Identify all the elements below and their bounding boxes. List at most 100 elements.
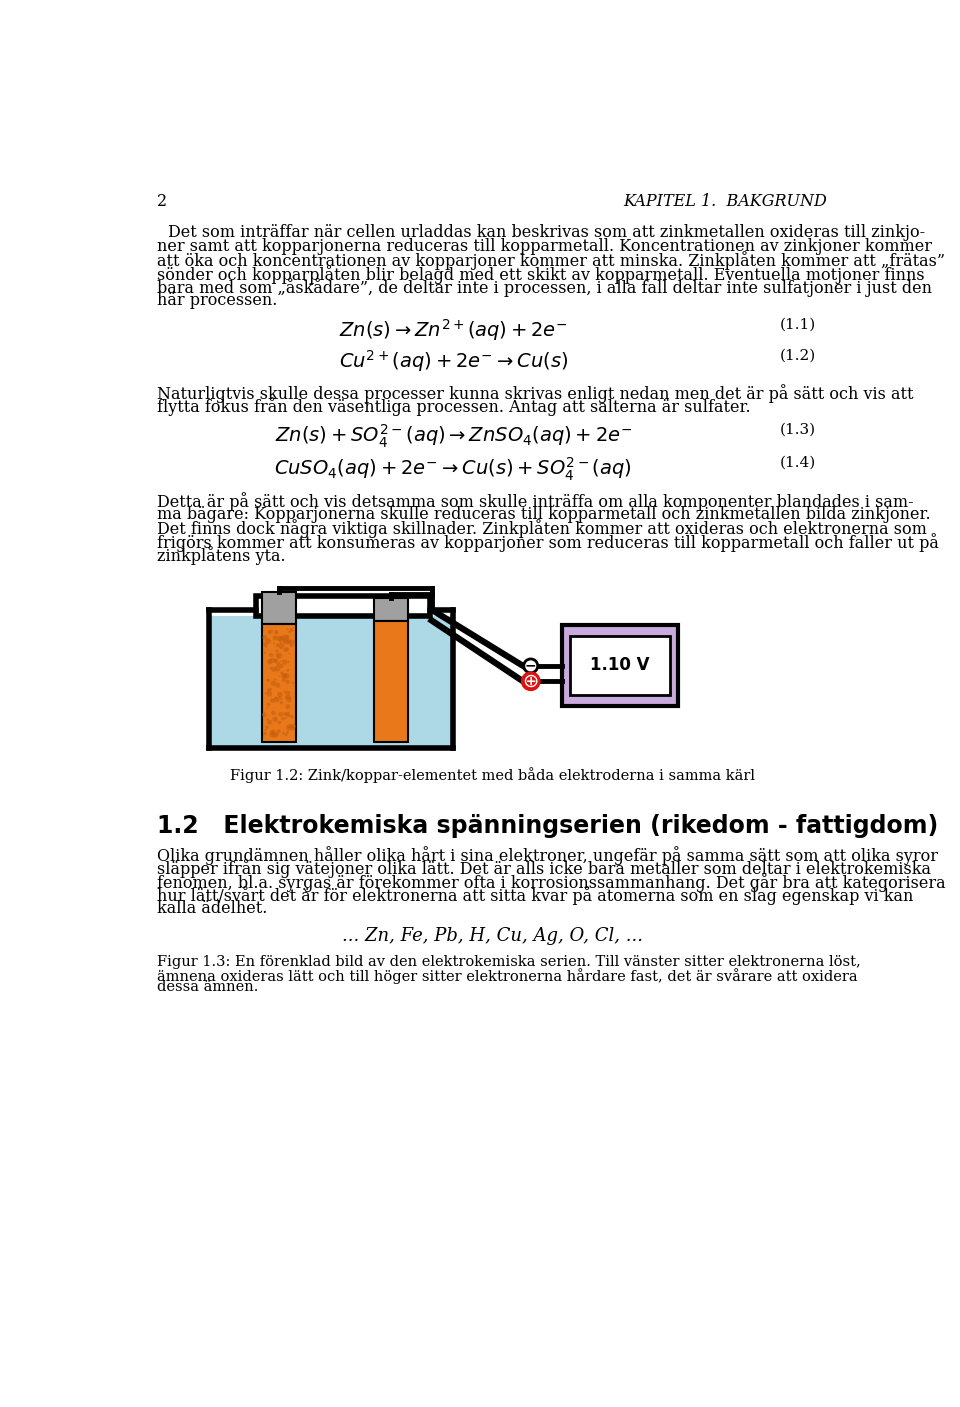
Circle shape bbox=[267, 702, 271, 706]
Circle shape bbox=[275, 716, 277, 719]
Circle shape bbox=[274, 678, 276, 681]
Circle shape bbox=[279, 636, 284, 640]
Circle shape bbox=[273, 636, 277, 640]
Text: −: − bbox=[525, 658, 537, 673]
Circle shape bbox=[265, 726, 269, 729]
Circle shape bbox=[283, 647, 288, 653]
Circle shape bbox=[267, 688, 272, 692]
Text: 1.10 V: 1.10 V bbox=[590, 657, 650, 674]
Text: $CuSO_4(aq) + 2e^{-} \rightarrow Cu(s) + SO_4^{2-}(aq)$: $CuSO_4(aq) + 2e^{-} \rightarrow Cu(s) +… bbox=[275, 456, 633, 483]
Circle shape bbox=[274, 658, 277, 663]
Circle shape bbox=[275, 696, 276, 699]
Circle shape bbox=[265, 692, 267, 695]
Circle shape bbox=[286, 629, 288, 630]
Circle shape bbox=[288, 653, 290, 654]
Circle shape bbox=[286, 695, 291, 699]
Text: 1.2   Elektrokemiska spänningserien (rikedom - fattigdom): 1.2 Elektrokemiska spänningserien (riked… bbox=[157, 813, 939, 837]
Circle shape bbox=[276, 636, 282, 642]
Circle shape bbox=[278, 696, 281, 699]
Circle shape bbox=[287, 661, 290, 663]
Circle shape bbox=[273, 643, 275, 644]
Polygon shape bbox=[562, 625, 678, 706]
Circle shape bbox=[263, 732, 267, 736]
Circle shape bbox=[268, 660, 273, 664]
Circle shape bbox=[267, 630, 271, 635]
Circle shape bbox=[281, 673, 287, 678]
Text: dessa ämnen.: dessa ämnen. bbox=[157, 981, 258, 995]
Circle shape bbox=[285, 635, 289, 639]
Circle shape bbox=[272, 732, 277, 737]
Circle shape bbox=[270, 698, 275, 704]
Circle shape bbox=[285, 712, 290, 716]
Circle shape bbox=[284, 695, 289, 699]
Circle shape bbox=[267, 660, 273, 664]
Circle shape bbox=[276, 653, 278, 656]
Text: ⊕: ⊕ bbox=[522, 671, 539, 691]
Circle shape bbox=[288, 725, 293, 729]
Circle shape bbox=[275, 733, 278, 737]
Circle shape bbox=[278, 675, 280, 677]
Polygon shape bbox=[374, 622, 408, 741]
Circle shape bbox=[279, 660, 281, 661]
Circle shape bbox=[275, 630, 278, 635]
Text: att öka och koncentrationen av kopparjoner kommer att minska. Zinkplåten kommer : att öka och koncentrationen av kopparjon… bbox=[157, 252, 946, 270]
Circle shape bbox=[276, 653, 282, 658]
Circle shape bbox=[270, 730, 276, 736]
Circle shape bbox=[277, 720, 281, 725]
Circle shape bbox=[287, 726, 290, 727]
Circle shape bbox=[270, 667, 273, 670]
Circle shape bbox=[290, 715, 294, 719]
Circle shape bbox=[271, 711, 276, 715]
Circle shape bbox=[282, 660, 287, 664]
Circle shape bbox=[286, 668, 289, 671]
Text: (1.2): (1.2) bbox=[780, 349, 816, 362]
Polygon shape bbox=[569, 636, 670, 695]
Text: zinkplåtens yta.: zinkplåtens yta. bbox=[157, 546, 286, 566]
Text: kalla ädelhet.: kalla ädelhet. bbox=[157, 900, 268, 917]
Circle shape bbox=[265, 639, 271, 644]
Circle shape bbox=[274, 636, 276, 639]
Circle shape bbox=[269, 653, 274, 657]
Circle shape bbox=[267, 719, 269, 720]
Text: bara med som „åskådare”, de deltar inte i processen, i alla fall deltar inte sul: bara med som „åskådare”, de deltar inte … bbox=[157, 279, 932, 297]
Circle shape bbox=[286, 730, 289, 733]
Circle shape bbox=[265, 729, 267, 730]
Circle shape bbox=[275, 632, 278, 635]
Circle shape bbox=[292, 682, 294, 684]
Text: Det finns dock några viktiga skillnader. Zinkplåten kommer att oxideras och elek: Det finns dock några viktiga skillnader.… bbox=[157, 519, 927, 537]
Circle shape bbox=[278, 637, 283, 642]
Text: sönder och kopparplåten blir belagd med ett skikt av kopparmetall. Eventuella mo: sönder och kopparplåten blir belagd med … bbox=[157, 265, 924, 284]
Circle shape bbox=[286, 725, 292, 730]
Circle shape bbox=[284, 733, 288, 736]
Circle shape bbox=[289, 640, 295, 646]
Circle shape bbox=[268, 639, 270, 642]
Circle shape bbox=[270, 688, 272, 689]
Circle shape bbox=[271, 730, 274, 733]
Circle shape bbox=[274, 696, 279, 702]
Circle shape bbox=[276, 643, 279, 647]
Circle shape bbox=[522, 673, 540, 689]
Circle shape bbox=[283, 642, 285, 644]
Text: ämnena oxideras lätt och till höger sitter elektronerna hårdare fast, det är svå: ämnena oxideras lätt och till höger sitt… bbox=[157, 968, 858, 983]
Circle shape bbox=[277, 692, 282, 698]
Circle shape bbox=[262, 712, 267, 718]
Circle shape bbox=[283, 691, 286, 694]
Circle shape bbox=[276, 682, 280, 688]
Text: här processen.: här processen. bbox=[157, 291, 277, 308]
Circle shape bbox=[269, 629, 273, 633]
Text: Naturligtvis skulle dessa processer kunna skrivas enligt nedan men det är på sät: Naturligtvis skulle dessa processer kunn… bbox=[157, 384, 914, 402]
Polygon shape bbox=[211, 616, 451, 746]
Circle shape bbox=[285, 647, 289, 651]
Circle shape bbox=[279, 664, 283, 668]
Circle shape bbox=[285, 713, 288, 716]
Text: KAPITEL 1.  BAKGRUND: KAPITEL 1. BAKGRUND bbox=[623, 194, 827, 211]
Text: (1.1): (1.1) bbox=[780, 318, 816, 332]
Circle shape bbox=[285, 705, 290, 709]
Circle shape bbox=[267, 678, 269, 681]
Circle shape bbox=[284, 675, 287, 678]
Circle shape bbox=[266, 706, 268, 709]
Circle shape bbox=[265, 646, 267, 647]
Circle shape bbox=[291, 723, 296, 729]
Circle shape bbox=[267, 720, 272, 725]
Circle shape bbox=[285, 680, 290, 684]
